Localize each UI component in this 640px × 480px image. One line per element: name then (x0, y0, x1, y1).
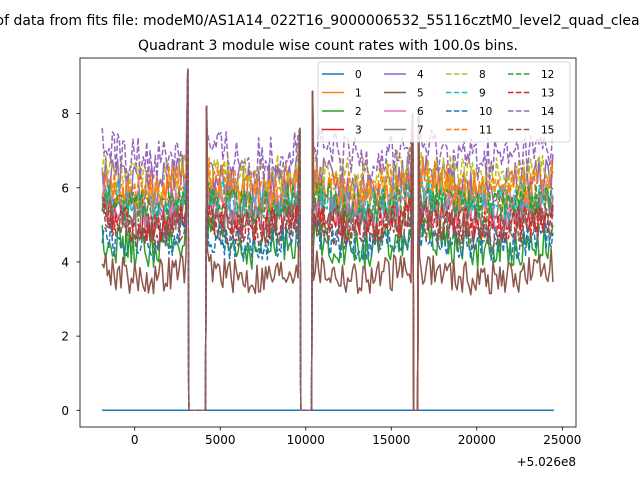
x-tick-label: 20000 (458, 433, 496, 447)
series-line-14 (101, 68, 554, 412)
y-tick-label: 2 (61, 330, 69, 344)
x-offset-label: +5.026e8 (517, 455, 576, 469)
legend-label-4: 4 (417, 69, 424, 81)
legend-label-10: 10 (479, 106, 492, 118)
legend-label-6: 6 (417, 106, 424, 118)
series-layer (101, 68, 554, 412)
legend-label-15: 15 (541, 125, 554, 137)
legend-label-5: 5 (417, 88, 424, 100)
y-axis: 0 2 4 6 8 (61, 107, 80, 418)
series-line-8 (101, 68, 554, 412)
legend-label-9: 9 (479, 88, 486, 100)
series-line-15 (101, 68, 554, 412)
figure-suptitle: Plot of data from fits file: modeM0/AS1A… (0, 13, 640, 29)
y-tick-label: 0 (61, 404, 69, 418)
x-tick-label: 5000 (205, 433, 236, 447)
y-tick-label: 8 (61, 107, 69, 121)
x-tick-label: 0 (131, 433, 139, 447)
chart-title: Quadrant 3 module wise count rates with … (138, 38, 518, 54)
series-line-5 (101, 68, 554, 412)
legend-frame (317, 61, 571, 143)
legend-label-2: 2 (355, 106, 362, 118)
x-tick-label: 10000 (287, 433, 325, 447)
legend-label-13: 13 (541, 88, 554, 100)
plot-area: 0 5000 10000 15000 20000 25000 0 2 4 6 8 +5.026e8 (61, 57, 581, 469)
series-line-13 (101, 68, 554, 412)
x-tick-label: 25000 (543, 433, 581, 447)
legend-label-0: 0 (355, 69, 362, 81)
y-tick-label: 4 (61, 255, 69, 269)
y-tick-label: 6 (61, 181, 69, 195)
legend-label-7: 7 (417, 125, 424, 137)
x-tick-label: 15000 (372, 433, 410, 447)
legend-label-1: 1 (355, 88, 362, 100)
x-axis: 0 5000 10000 15000 20000 25000 (131, 427, 581, 447)
legend-label-11: 11 (479, 125, 492, 137)
series-line-12 (101, 68, 554, 412)
legend-label-12: 12 (541, 69, 554, 81)
series-line-10 (101, 68, 554, 412)
axes-frame (79, 57, 577, 428)
legend-label-8: 8 (479, 69, 486, 81)
legend-label-3: 3 (355, 125, 362, 137)
legend-label-14: 14 (541, 106, 555, 118)
